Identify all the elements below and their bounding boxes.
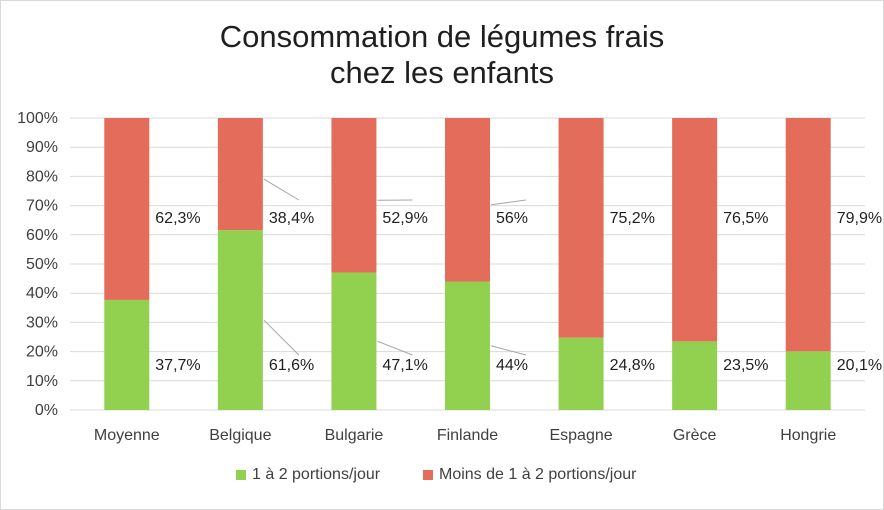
bar-segment-1-2-portions [445,281,490,410]
y-tick-label: 80% [26,168,58,185]
chart-title-line2: chez les enfants [329,55,555,90]
data-label-moins-portions: 52,9% [382,210,427,227]
y-tick-label: 70% [26,198,58,215]
legend: 1 à 2 portions/jour Moins de 1 à 2 porti… [0,466,884,490]
y-tick-label: 0% [35,402,58,419]
x-tick-label: Hongrie [780,427,836,444]
data-label-moins-portions: 79,9% [837,210,882,227]
leader-line [377,340,413,356]
y-tick-label: 20% [26,344,58,361]
data-label-1-2-portions: 23,5% [723,357,768,374]
data-label-1-2-portions: 44% [496,357,528,374]
bar-segment-1-2-portions [672,341,718,410]
x-tick-label: Belgique [209,427,271,444]
y-tick-label: 10% [26,373,58,390]
leader-line [263,178,300,201]
x-tick-label: Moyenne [94,427,160,444]
bar-segment-moins-portions [785,118,831,352]
data-label-1-2-portions: 61,6% [269,357,314,374]
bar-segment-1-2-portions [785,351,831,410]
x-tick-label: Bulgarie [325,427,384,444]
bar-segment-moins-portions [104,118,150,300]
data-label-1-2-portions: 20,1% [837,357,882,374]
bar-segment-1-2-portions [104,299,150,410]
x-tick-label: Finlande [437,427,498,444]
data-label-1-2-portions: 47,1% [382,357,427,374]
legend-swatch-red [423,470,433,480]
bar-segment-1-2-portions [331,272,377,410]
data-label-moins-portions: 75,2% [610,210,655,227]
x-tick-label: Grèce [673,427,717,444]
bar-segment-moins-portions [331,118,377,273]
legend-item-1-2-portions: 1 à 2 portions/jour [236,466,380,484]
legend-swatch-green [236,470,246,480]
leader-line [490,199,527,206]
x-tick-label: Espagne [549,427,612,444]
data-label-moins-portions: 76,5% [723,210,768,227]
y-tick-label: 60% [26,227,58,244]
bar-segment-moins-portions [445,118,490,282]
legend-item-moins-portions: Moins de 1 à 2 portions/jour [423,466,636,484]
leader-line [490,345,527,356]
legend-label: Moins de 1 à 2 portions/jour [439,466,637,483]
y-tick-label: 30% [26,314,58,331]
legend-label: 1 à 2 portions/jour [252,466,381,483]
data-label-moins-portions: 56% [496,210,528,227]
y-tick-label: 50% [26,256,58,273]
data-label-moins-portions: 38,4% [269,210,314,227]
bar-segment-moins-portions [217,118,263,231]
bar-segment-1-2-portions [558,337,604,410]
data-label-1-2-portions: 37,7% [155,357,200,374]
leader-line [263,319,300,356]
data-label-moins-portions: 62,3% [155,210,200,227]
bar-segment-1-2-portions [217,230,263,410]
chart-title: Consommation de légumes frais [219,19,665,54]
bar-segment-moins-portions [672,118,718,342]
y-tick-label: 40% [26,285,58,302]
y-tick-label: 100% [17,110,58,127]
bar-segment-moins-portions [558,118,604,338]
y-tick-label: 90% [26,139,58,156]
data-label-1-2-portions: 24,8% [610,357,655,374]
